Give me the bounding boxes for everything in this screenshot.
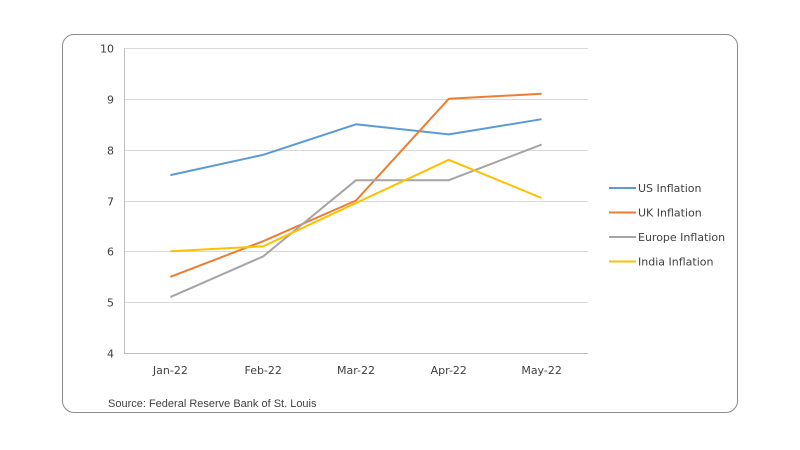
y-axis-ticks: 4 5 6 7 8 9 10 — [100, 43, 114, 361]
y-tick-label: 5 — [107, 297, 114, 310]
x-tick-label: Jan-22 — [152, 364, 188, 377]
x-tick-label: Feb-22 — [244, 364, 281, 377]
series-line-india-inflation — [170, 158, 542, 253]
y-tick-label: 7 — [107, 196, 114, 209]
legend-label: India Inflation — [638, 256, 713, 269]
series-line-us-inflation — [170, 118, 542, 177]
x-axis-ticks: Jan-22 Feb-22 Mar-22 Apr-22 May-22 — [152, 364, 562, 377]
y-tick-label: 9 — [107, 94, 114, 107]
y-tick-label: 6 — [107, 246, 114, 259]
y-tick-label: 8 — [107, 145, 114, 158]
legend: US Inflation UK Inflation Europe Inflation… — [609, 182, 725, 269]
x-tick-label: May-22 — [521, 364, 562, 377]
x-tick-label: Mar-22 — [337, 364, 375, 377]
legend-item: India Inflation — [609, 256, 713, 269]
chart-frame — [62, 34, 738, 413]
gridlines — [124, 48, 588, 354]
legend-label: Europe Inflation — [638, 231, 725, 244]
series-line-europe-inflation — [169, 143, 542, 299]
series-line-uk-inflation — [170, 92, 542, 278]
source-note: Source: Federal Reserve Bank of St. Loui… — [108, 398, 317, 410]
y-tick-label: 10 — [100, 43, 114, 56]
legend-item: Europe Inflation — [609, 231, 725, 244]
x-tick-label: Apr-22 — [431, 364, 467, 377]
series-lines — [169, 92, 542, 299]
legend-item: UK Inflation — [609, 207, 702, 220]
legend-label: US Inflation — [638, 182, 702, 195]
legend-item: US Inflation — [609, 182, 702, 195]
y-tick-label: 4 — [107, 348, 114, 361]
legend-label: UK Inflation — [638, 207, 702, 220]
